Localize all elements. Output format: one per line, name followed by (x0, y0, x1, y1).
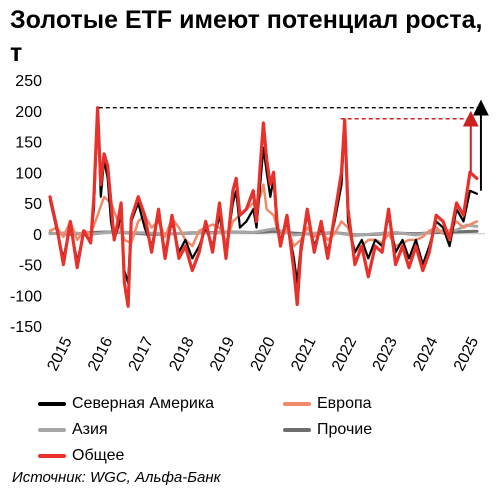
legend-swatch (38, 453, 66, 458)
x-tick-label: 2023 (370, 334, 401, 374)
x-tick-label: 2019 (207, 334, 238, 374)
x-tick-label: 2018 (166, 334, 197, 374)
legend-label: Прочие (317, 420, 373, 438)
x-tick-label: 2015 (44, 334, 75, 374)
series-line-europe (48, 183, 479, 254)
legend-item-total: Общее (38, 444, 283, 467)
y-tick-label: 100 (15, 165, 42, 182)
legend-swatch (38, 427, 66, 432)
series-line-total (48, 106, 479, 308)
legend-swatch (283, 427, 311, 432)
legend-swatch (38, 401, 66, 406)
y-tick-label: -150 (10, 319, 42, 336)
chart-legend: Северная Америка Европа Азия Прочие Обще… (38, 392, 478, 467)
annotations (98, 99, 489, 191)
legend-label: Азия (72, 420, 108, 438)
x-tick-label: 2017 (126, 334, 157, 374)
x-axis-ticks: 2015 2016 2017 2018 2019 2020 2021 2022 2023 2024… (44, 334, 482, 374)
legend-label: Северная Америка (72, 394, 215, 412)
chart-title: Золотые ETF имеют потенциал роста, т (10, 6, 483, 67)
x-tick-label: 2025 (451, 334, 482, 374)
legend-swatch (283, 401, 311, 406)
series-line-asia (48, 223, 479, 238)
y-tick-label: -50 (19, 258, 42, 275)
y-axis-ticks: 250 200 150 100 50 0 -50 -100 -150 (10, 73, 42, 336)
legend-label: Европа (317, 394, 372, 412)
legend-item-europe: Европа (283, 392, 473, 415)
y-tick-label: 0 (33, 227, 42, 244)
x-tick-label: 2020 (248, 334, 279, 374)
x-tick-label: 2021 (288, 334, 319, 374)
x-tick-label: 2022 (329, 334, 360, 374)
legend-item-asia: Азия (38, 418, 283, 441)
source-note: Источник: WGC, Альфа-Банк (12, 469, 221, 486)
legend-label: Общее (72, 446, 125, 464)
y-tick-label: -100 (10, 288, 42, 305)
x-tick-label: 2024 (410, 334, 441, 374)
y-tick-label: 250 (15, 73, 42, 90)
y-tick-label: 150 (15, 135, 42, 152)
y-tick-label: 200 (15, 104, 42, 121)
legend-item-north-america: Северная Америка (38, 392, 283, 415)
legend-item-other: Прочие (283, 418, 473, 441)
y-tick-label: 50 (24, 196, 42, 213)
series-lines (48, 106, 479, 308)
x-tick-label: 2016 (85, 334, 116, 374)
